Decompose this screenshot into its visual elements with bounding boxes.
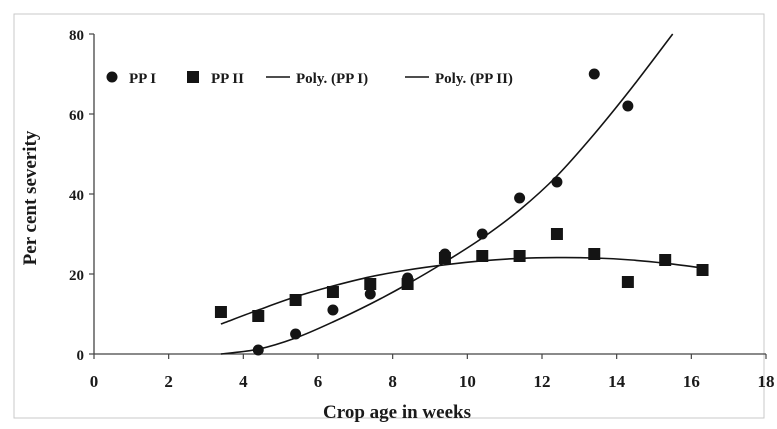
marker-pp-ii <box>289 294 302 306</box>
marker-pp-ii <box>252 310 265 322</box>
x-tick-label: 0 <box>90 372 99 391</box>
marker-pp-i <box>476 228 488 240</box>
x-tick-label: 6 <box>314 372 323 391</box>
x-tick-label: 8 <box>388 372 397 391</box>
marker-pp-i <box>551 176 563 188</box>
marker-pp-i <box>252 344 264 356</box>
chart-frame <box>13 13 765 419</box>
marker-pp-ii <box>696 264 709 276</box>
marker-pp-ii <box>364 278 377 290</box>
y-axis-label: Per cent severity <box>20 130 41 265</box>
y-tick-label: 80 <box>69 28 84 44</box>
marker-pp-i <box>588 68 600 80</box>
marker-pp-ii <box>476 250 489 262</box>
marker-pp-ii <box>659 254 672 266</box>
x-axis-label: Crop age in weeks <box>323 402 471 423</box>
marker-pp-i <box>290 328 302 340</box>
data-markers <box>214 68 709 356</box>
x-tick-label: 12 <box>534 372 551 391</box>
y-tick-label: 0 <box>77 348 85 364</box>
x-tick-label: 18 <box>758 372 775 391</box>
x-tick-label: 14 <box>608 372 626 391</box>
trendline-poly-pp-ii <box>220 256 703 325</box>
legend: PP I PP II Poly. (PP I) Poly. (PP II) <box>106 71 513 87</box>
x-tick-label: 10 <box>459 372 476 391</box>
marker-pp-i <box>327 304 339 316</box>
marker-pp-i <box>622 100 634 112</box>
y-tick-label: 60 <box>69 108 84 124</box>
legend-pp-ii-label: PP II <box>211 71 244 87</box>
legend-poly-pp-i-label: Poly. (PP I) <box>296 71 368 87</box>
x-tick-label: 2 <box>164 372 173 391</box>
marker-pp-i <box>514 192 526 204</box>
legend-pp-i-marker <box>106 71 118 83</box>
legend-pp-i-label: PP I <box>129 71 156 87</box>
marker-pp-ii <box>401 278 414 290</box>
marker-pp-ii <box>588 248 601 260</box>
legend-pp-ii-marker <box>187 71 199 83</box>
axes: 0 20 40 60 80 0 2 4 6 8 10 12 14 16 18 <box>69 28 775 391</box>
y-tick-label: 20 <box>69 268 84 284</box>
x-tick-label: 16 <box>683 372 700 391</box>
marker-pp-ii <box>513 250 526 262</box>
y-tick-label: 40 <box>69 188 84 204</box>
x-tick-label: 4 <box>239 372 248 391</box>
marker-pp-ii <box>621 276 634 288</box>
marker-pp-ii <box>550 228 563 240</box>
marker-pp-i <box>364 288 376 300</box>
marker-pp-ii <box>326 286 339 298</box>
legend-poly-pp-ii-label: Poly. (PP II) <box>435 71 513 87</box>
marker-pp-ii <box>214 306 227 318</box>
marker-pp-ii <box>438 252 451 264</box>
